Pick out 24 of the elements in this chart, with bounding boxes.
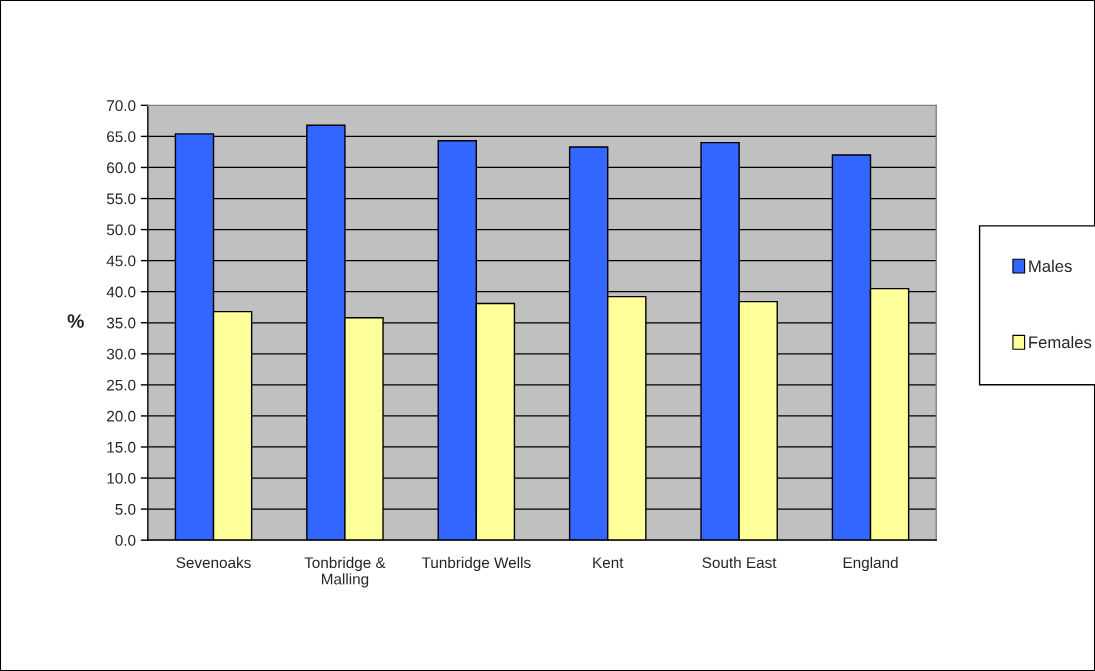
y-tick-label: 60.0 (107, 162, 136, 174)
legend-label: Females (1029, 335, 1092, 349)
x-tick-label: Tunbridge Wells (421, 556, 531, 572)
y-axis-title: % (67, 314, 84, 328)
y-tick-label: 15.0 (107, 441, 136, 453)
y-tick-label: 70.0 (107, 100, 136, 112)
y-tick-label: 35.0 (106, 317, 136, 329)
y-tick-label: 5.0 (115, 503, 136, 515)
y-tick-label: 50.0 (106, 224, 136, 236)
y-tick-label: 65.0 (107, 131, 136, 143)
x-tick-label: Kent (593, 557, 624, 569)
x-tick-label: Sevenoaks (176, 556, 251, 569)
y-tick-label: 20.0 (107, 410, 136, 422)
x-tick-label: England (843, 556, 898, 572)
legend-label: Males (1029, 259, 1072, 273)
y-tick-label: 10.0 (107, 472, 136, 484)
y-tick-label: 40.0 (106, 286, 136, 298)
x-tick-label: South East (702, 556, 777, 569)
y-tick-label: 0.0 (115, 535, 136, 546)
y-tick-label: 25.0 (107, 379, 136, 391)
y-tick-label: 45.0 (106, 255, 136, 267)
y-tick-label: 55.0 (106, 193, 136, 205)
y-tick-label: 30.0 (106, 348, 136, 360)
x-tick-label: Tonbridge & Malling (304, 556, 386, 588)
